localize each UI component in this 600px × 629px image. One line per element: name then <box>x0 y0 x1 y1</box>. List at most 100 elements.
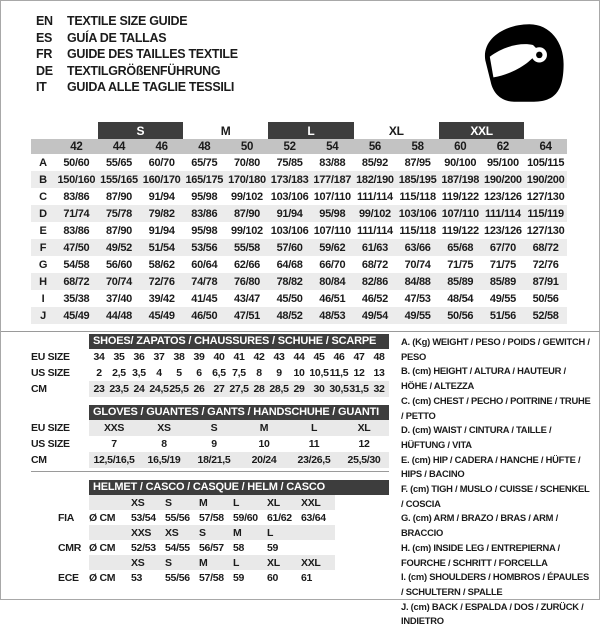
group-spacer <box>31 122 98 139</box>
helmet-size-cell: M <box>199 556 208 569</box>
size-cell: 18/21,5 <box>197 454 231 466</box>
measure-cell: 75/78 <box>97 205 141 222</box>
textile-measure-row: H 68/72 70/74 72/76 74/78 76/80 78/82 80/84 82/8… <box>31 273 567 290</box>
value-values: Ø CM 52/53 54/55 56/57 58 59 <box>89 540 335 555</box>
measure-letter: D <box>31 205 55 222</box>
size-cell: 2,5 <box>112 367 126 379</box>
measure-cell: 52/58 <box>524 307 567 324</box>
language-row: FR GUIDE DES TAILLES TEXTILE <box>36 46 238 63</box>
measure-cell: 55/58 <box>225 239 269 256</box>
measure-cell: 44/48 <box>97 307 141 324</box>
size-cell: 10 <box>293 367 305 379</box>
gloves-helmet-divider <box>31 471 389 472</box>
helmet-value-cell: 61/62 <box>267 511 292 524</box>
measure-cell: 84/88 <box>396 273 439 290</box>
measure-cell: 127/130 <box>526 190 565 203</box>
value-values: Ø CM 53/54 55/56 57/58 59/60 61/62 63/64 <box>89 510 335 525</box>
language-code: DE <box>36 63 53 78</box>
measure-cell: 95/98 <box>310 205 354 222</box>
unit-label: Ø CM <box>89 571 116 584</box>
measure-cell: 46/50 <box>182 307 226 324</box>
size-cell: XXS <box>103 422 125 434</box>
size-group-label: XXL <box>438 122 525 139</box>
measure-cell: 60/64 <box>191 258 218 271</box>
measure-cell: 85/89 <box>481 273 525 290</box>
helmet-size-cell: L <box>233 556 240 569</box>
textile-measure-row: D 71/74 75/78 79/82 83/86 87/90 91/94 95/98 99/1… <box>31 205 567 222</box>
measure-cell: 45/49 <box>55 307 98 324</box>
measure-cell: 123/126 <box>484 224 522 237</box>
size-cell: 36 <box>133 351 145 363</box>
size-cell: 2 <box>96 367 102 379</box>
size-cell: 16,5/19 <box>147 454 181 466</box>
helmet-size-cell: XS <box>131 496 145 509</box>
measure-cell: 99/102 <box>353 205 397 222</box>
size-cell: 12 <box>358 438 370 450</box>
group-spacer <box>524 122 567 139</box>
language-code: ES <box>36 30 53 45</box>
measure-letter: H <box>31 273 55 290</box>
measure-cell: 82/86 <box>353 273 397 290</box>
measure-cell: 119/122 <box>441 224 479 237</box>
measure-cell: 72/76 <box>532 258 559 271</box>
size-cell: XS <box>157 422 171 434</box>
size-group-label: M <box>220 123 231 138</box>
measure-cell: 177/187 <box>310 171 354 188</box>
size-cell: 6 <box>196 367 202 379</box>
measure-cell: 50/56 <box>438 307 482 324</box>
measure-cell: 115/118 <box>399 224 436 237</box>
helmet-table-rows: XS S M L XL XXL FIA Ø CM 53/54 55/56 57/58 59/60 61/… <box>31 495 391 585</box>
size-cell: 30,5 <box>329 383 349 395</box>
band-values: XS S M L XL XXL <box>89 495 335 510</box>
helmet-value-cell: 59 <box>267 541 279 554</box>
size-cell: 13 <box>373 367 385 379</box>
measure-cell: 187/198 <box>438 171 482 188</box>
shoes-table-rows: EU SIZE 34 35 36 37 38 39 40 41 42 43 44 45 46 47 48 US … <box>31 349 391 397</box>
helmet-value-cell: 53/54 <box>131 511 156 524</box>
measure-letter: C <box>39 190 47 203</box>
helmet-value-row: CMR Ø CM 52/53 54/55 56/57 58 59 <box>31 540 391 555</box>
measure-cell: 67/70 <box>481 239 525 256</box>
measure-cell: 107/110 <box>438 205 482 222</box>
helmet-value-cell: 60 <box>267 571 279 584</box>
legend-item: E. (cm) HIP / CADERA / HANCHE / HÜFTE / … <box>401 453 581 480</box>
row-label: EU SIZE <box>31 351 70 363</box>
shoes-table: SHOES/ ZAPATOS / CHAUSSURES / SCHUHE / S… <box>31 334 391 397</box>
measure-cell: 87/91 <box>524 273 567 290</box>
measure-cell: 70/74 <box>404 258 431 271</box>
measure-cell: 62/66 <box>233 258 260 271</box>
measure-cell: 190/200 <box>524 171 567 188</box>
measure-cell: 57/60 <box>268 239 311 256</box>
measure-cell: 83/86 <box>182 205 226 222</box>
size-cell: 31,5 <box>349 383 369 395</box>
size-cell: 24 <box>133 383 145 395</box>
textile-size-table: S M L XL XXL 42 44 46 48 50 52 54 56 58 60 62 64 A 50/60 55… <box>31 122 567 324</box>
measure-cell: 107/110 <box>313 190 351 203</box>
helmet-table: HELMET / CASCO / CASQUE / HELM / CASCO X… <box>31 480 391 585</box>
measure-cell: 105/115 <box>527 156 565 169</box>
measure-cell: 58/62 <box>148 258 175 271</box>
measure-cell: 49/55 <box>396 307 439 324</box>
legend-item: D. (cm) WAIST / CINTURA / TAILLE / HÜFTU… <box>401 424 552 450</box>
section-divider-top <box>1 331 600 332</box>
legend-item: F. (cm) TIGH / MUSLO / CUISSE / SCHENKEL… <box>401 483 590 509</box>
size-cell: 34 <box>93 351 105 363</box>
measure-cell: 185/195 <box>396 171 439 188</box>
measure-cell: 39/42 <box>148 292 175 305</box>
size-cell: XL <box>357 422 371 434</box>
measure-cell: 68/72 <box>361 258 388 271</box>
measure-cell: 87/90 <box>105 190 132 203</box>
textile-measure-row: B 150/160 155/165 160/170 165/175 170/180 173/… <box>31 171 567 188</box>
measure-cell: 111/114 <box>357 224 393 237</box>
size-cell: 48 <box>373 351 385 363</box>
measure-cell: 111/114 <box>357 190 393 203</box>
size-cell: 12 <box>353 367 365 379</box>
helmet-size-cell: M <box>199 496 208 509</box>
measure-cell: 85/89 <box>438 273 482 290</box>
measure-cell: 150/160 <box>55 171 98 188</box>
measure-cell: 53/56 <box>182 239 226 256</box>
row-values: 12,5/16,5 16,5/19 18/21,5 20/24 23/26,5 25,5/… <box>89 452 389 468</box>
measure-cell: 43/47 <box>233 292 260 305</box>
measure-cell: 63/66 <box>396 239 439 256</box>
size-number-cell: 56 <box>353 139 397 154</box>
